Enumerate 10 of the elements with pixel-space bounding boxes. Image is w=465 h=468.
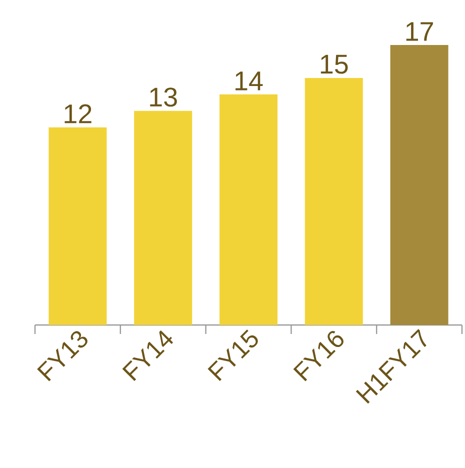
bar [48,127,107,325]
data-label: 12 [64,104,92,124]
bar [134,110,192,325]
bar [219,94,278,325]
bar [390,45,448,325]
data-label: 17 [406,22,433,41]
data-label: 13 [150,88,177,107]
data-label: 15 [320,54,348,74]
data-label: 14 [236,72,263,90]
bar [304,78,363,325]
